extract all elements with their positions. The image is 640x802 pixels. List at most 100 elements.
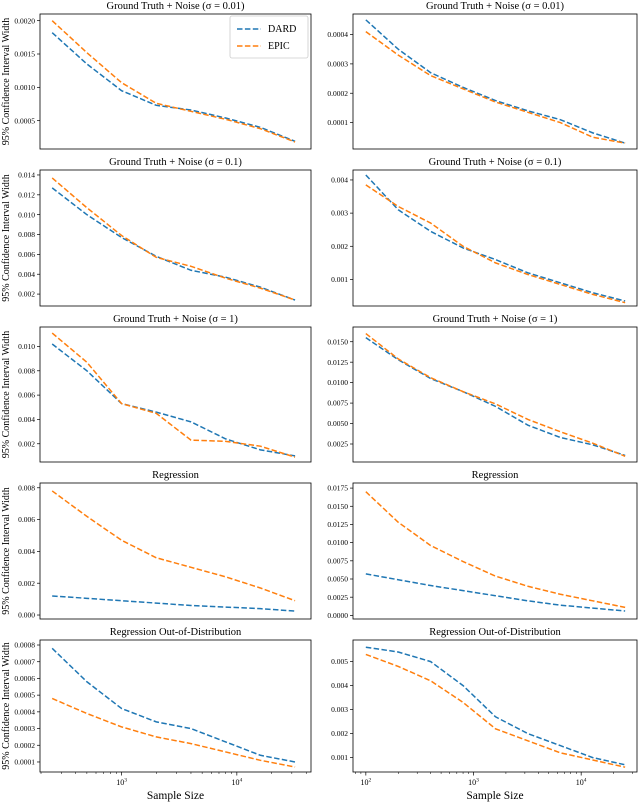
plot-canvas: 0.0025 0.0050 0.0075 0.0100 0.0125 0.0150 (327, 326, 638, 463)
plot-canvas: 0.0001 0.0002 0.0003 0.0004 0.0005 0.0006 0.00… (1, 639, 312, 802)
y-axis-label: 95% Confidence Interval Width (1, 487, 12, 614)
y-tick-label: 0.0010 (14, 83, 35, 92)
panel-title: Regression (471, 470, 519, 481)
y-tick-label: 0.0075 (327, 399, 348, 408)
panel-ground-truth-noise-sigma-0-01-right: Ground Truth + Noise (σ = 0.01) 0.0001 0.… (320, 0, 640, 156)
plot-frame (352, 169, 638, 307)
plot-frame (39, 482, 312, 620)
y-tick-label: 0.0001 (14, 758, 35, 767)
plot-canvas: 0.001 0.002 0.003 0.004 (331, 169, 638, 307)
x-axis-label: Sample Size (466, 790, 523, 802)
panel-ground-truth-noise-sigma-0-1-left: Ground Truth + Noise (σ = 0.1) 0.002 0.00… (0, 156, 320, 313)
y-tick-label: 0.008 (18, 366, 35, 375)
panel-title: Ground Truth + Noise (σ = 0.01) (106, 1, 245, 12)
y-tick-label: 0.008 (18, 483, 35, 492)
panel-ground-truth-noise-sigma-1-left: Ground Truth + Noise (σ = 1) 0.002 0.004 0… (0, 313, 320, 469)
x-axis-label: Sample Size (147, 790, 204, 802)
panel-ground-truth-noise-sigma-0-01-left: Ground Truth + Noise (σ = 0.01) 0.0005 0.… (0, 0, 320, 156)
panel-title: Ground Truth + Noise (σ = 1) (432, 314, 558, 325)
series-line-epic (365, 653, 626, 768)
y-tick-label: 0.004 (331, 176, 348, 185)
y-tick-label: 0.0008 (14, 641, 35, 650)
series-line-epic (365, 184, 626, 304)
x-tick-label: 104 (576, 778, 587, 788)
y-axis-label: 95% Confidence Interval Width (1, 642, 12, 769)
y-tick-label: 0.0004 (327, 30, 348, 39)
series-line-epic (51, 332, 296, 458)
y-tick-label: 0.0175 (327, 484, 348, 493)
panel-regression-left: Regression 0.000 0.002 0.004 0.006 0.008 95% … (0, 469, 320, 626)
legend-label-epic: EPIC (268, 41, 290, 52)
panel-ground-truth-noise-sigma-0-1-right: Ground Truth + Noise (σ = 0.1) 0.001 0.00… (320, 156, 640, 313)
x-tick-label: 103 (116, 778, 127, 788)
y-tick-label: 0.0125 (327, 520, 348, 529)
y-tick-label: 0.001 (331, 275, 348, 284)
series-line-epic (365, 31, 626, 144)
y-tick-label: 0.008 (18, 230, 35, 239)
y-tick-label: 0.0015 (14, 50, 35, 59)
y-tick-label: 0.010 (18, 342, 35, 351)
plot-frame (39, 169, 312, 307)
y-tick-label: 0.014 (18, 171, 35, 180)
y-tick-label: 0.005 (331, 657, 348, 666)
y-tick-label: 0.004 (18, 547, 35, 556)
plot-frame (352, 13, 638, 150)
series-line-dard (365, 174, 626, 302)
series-line-dard (365, 573, 626, 612)
y-tick-label: 0.002 (18, 439, 35, 448)
y-axis-label: 95% Confidence Interval Width (1, 174, 12, 301)
y-tick-label: 0.0020 (14, 16, 35, 25)
series-line-dard (51, 187, 296, 301)
plot-frame (39, 326, 312, 463)
y-tick-label: 0.0150 (327, 502, 348, 511)
y-tick-label: 0.002 (18, 579, 35, 588)
y-tick-label: 0.0025 (327, 440, 348, 449)
y-tick-label: 0.006 (18, 250, 35, 259)
x-tick-label: 102 (360, 778, 371, 788)
y-tick-label: 0.0000 (327, 611, 348, 620)
y-tick-label: 0.0050 (327, 575, 348, 584)
series-line-dard (365, 646, 626, 766)
series-line-epic (51, 177, 296, 301)
y-tick-label: 0.004 (18, 270, 35, 279)
plot-frame (352, 326, 638, 463)
series-line-dard (52, 595, 296, 612)
y-tick-label: 0.0007 (14, 657, 35, 666)
y-tick-label: 0.012 (18, 190, 35, 199)
y-tick-label: 0.003 (331, 705, 348, 714)
plot-canvas: 0.001 0.002 0.003 0.004 0.005 102 103 104 Sample… (331, 639, 638, 802)
y-tick-label: 0.006 (18, 391, 35, 400)
y-tick-label: 0.0004 (14, 707, 35, 716)
series-line-dard (365, 337, 626, 457)
y-tick-label: 0.0050 (327, 419, 348, 428)
plot-frame (39, 13, 312, 150)
legend-box (229, 15, 309, 59)
y-tick-label: 0.003 (331, 209, 348, 218)
y-tick-label: 0.0100 (327, 378, 348, 387)
y-tick-label: 0.0001 (327, 118, 348, 127)
y-tick-label: 0.0003 (14, 724, 35, 733)
panel-title: Regression (152, 470, 199, 481)
y-tick-label: 0.0003 (327, 59, 348, 68)
y-tick-label: 0.002 (331, 729, 348, 738)
y-tick-label: 0.010 (18, 210, 35, 219)
series-line-epic (365, 491, 626, 609)
y-tick-label: 0.004 (331, 681, 348, 690)
y-tick-label: 0.0006 (14, 674, 35, 683)
y-tick-label: 0.0025 (327, 593, 348, 602)
series-line-dard (365, 19, 626, 144)
panel-ground-truth-noise-sigma-1-right: Ground Truth + Noise (σ = 1) 0.0025 0.005… (320, 313, 640, 469)
y-tick-label: 0.0005 (14, 691, 35, 700)
plot-frame (352, 482, 638, 620)
y-tick-label: 0.000 (18, 611, 35, 620)
y-tick-label: 0.0100 (327, 538, 348, 547)
plot-canvas: 0.0000 0.0025 0.0050 0.0075 0.0100 0.0125 0.01… (327, 482, 638, 620)
y-tick-label: 0.0150 (327, 337, 348, 346)
x-tick-label: 104 (231, 778, 242, 788)
panel-regression-out-of-distribution-right: Regression Out-of-Distribution 0.001 0.00… (320, 626, 640, 802)
panel-title: Regression Out-of-Distribution (109, 627, 242, 638)
y-tick-label: 0.0002 (327, 89, 348, 98)
panel-regression-out-of-distribution-left: Regression Out-of-Distribution 0.0001 0.0… (0, 626, 320, 802)
panel-regression-right: Regression 0.0000 0.0025 0.0050 0.0075 0.010… (320, 469, 640, 626)
